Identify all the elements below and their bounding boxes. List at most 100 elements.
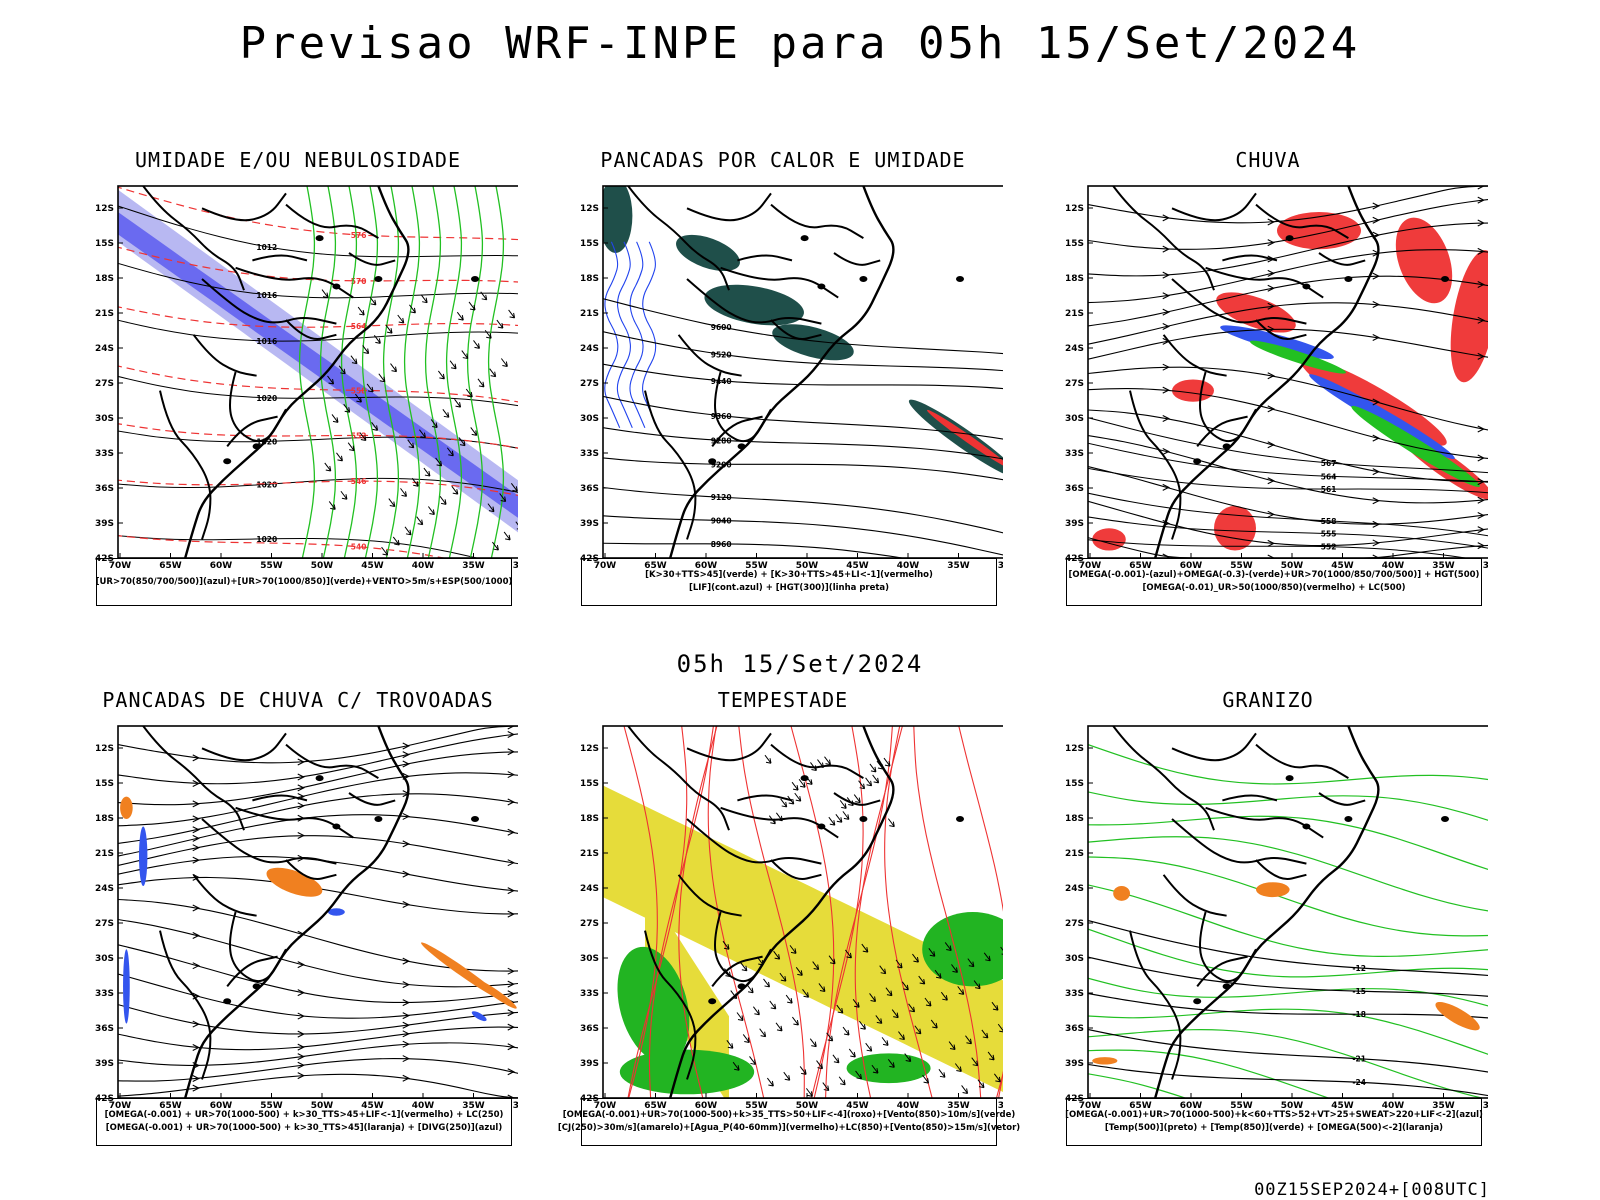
streamline-850: [825, 726, 893, 1098]
legend-line: [K>30+TTS>45](verde) + [K>30+TTS>45+LI<-…: [645, 570, 933, 580]
arrow-head: [297, 1053, 305, 1061]
legend-line: [OMEGA(-0.001) + UR>70(1000-500) + k>30_…: [104, 1110, 504, 1120]
wind-vector: [883, 757, 891, 767]
arrow-head: [1372, 398, 1380, 406]
lon-label: 30W: [998, 1101, 1003, 1111]
lake-icon: [471, 276, 479, 282]
lat-label: 18S: [1065, 814, 1084, 824]
valid-time-label: 05h 15/Set/2024: [676, 650, 924, 678]
wind-vector: [875, 1015, 883, 1024]
wind-vector: [381, 546, 389, 556]
wind-vector: [331, 414, 339, 423]
wind-vector: [484, 329, 492, 339]
border-line: [229, 911, 287, 983]
lat-label: 33S: [1065, 989, 1084, 999]
wind-vector: [895, 959, 903, 969]
lake-icon: [1222, 443, 1231, 450]
lon-label: 70W: [109, 561, 132, 571]
divergence-area: [123, 949, 130, 1024]
border-line: [1171, 818, 1307, 865]
lat-label: 15S: [1065, 779, 1084, 789]
map-frame: [602, 185, 1003, 559]
wind-vector: [783, 1071, 791, 1081]
wind-vector: [973, 980, 981, 990]
wind-vector: [852, 998, 860, 1008]
lat-label: 27S: [1065, 919, 1084, 929]
contour-line: [1088, 492, 1488, 537]
arrow-head: [507, 859, 515, 867]
humidity-contour-green: [319, 186, 337, 558]
lake-icon: [252, 443, 261, 450]
border-line: [686, 192, 772, 222]
wind-vector: [350, 355, 358, 365]
arrow-head: [402, 1074, 410, 1082]
arrow-head: [507, 748, 515, 756]
lat-label: 18S: [580, 274, 599, 284]
panel-trovoadas: PANCADAS DE CHUVA C/ TROVOADAS [OMEGA(-0…: [78, 688, 518, 1158]
border-line: [1196, 955, 1248, 988]
divergence-area: [471, 1011, 487, 1022]
arrow-head: [507, 1009, 515, 1017]
panel-title: GRANIZO: [1222, 688, 1314, 712]
lat-label: 36S: [580, 484, 599, 494]
rain-area: [1092, 528, 1126, 551]
wind-vector: [904, 1053, 912, 1063]
instability-area: [704, 284, 804, 326]
arrow-head: [1267, 284, 1275, 292]
wind-vector: [430, 419, 438, 428]
streamline-850: [738, 726, 805, 1098]
lat-label: 42S: [1065, 1094, 1084, 1104]
wind-vector: [355, 393, 362, 403]
wind-vector: [922, 1074, 930, 1084]
wind-vector: [838, 1076, 846, 1086]
arrow-head: [402, 1021, 410, 1029]
lif-contour: [629, 241, 646, 429]
contour-label: 9360: [711, 412, 732, 421]
lon-label: 65W: [644, 561, 667, 571]
lake-icon: [223, 458, 232, 465]
wind-vector: [809, 1038, 817, 1048]
arrow-head: [1372, 334, 1380, 342]
legend-line: [OMEGA(-0.001)+UR>70(1000-500)+k>35_TTS>…: [562, 1110, 1016, 1120]
border-line: [1162, 334, 1227, 377]
contour-label: 570: [351, 277, 367, 286]
border-line: [1255, 743, 1349, 779]
border-line: [201, 278, 337, 325]
contour-line: [603, 395, 1003, 440]
border-line: [1171, 192, 1257, 222]
wind-vector: [726, 1039, 734, 1049]
contour-line: [118, 375, 518, 407]
arrow-head: [192, 834, 200, 842]
border-line: [159, 390, 212, 540]
lon-label: 50W: [1281, 561, 1304, 571]
contour-label: -15: [1352, 987, 1366, 996]
arrow-head: [297, 961, 305, 969]
arrow-head: [192, 931, 200, 939]
wind-vector: [869, 763, 877, 773]
arrow-head: [1267, 510, 1275, 518]
arrow-head: [1162, 245, 1170, 253]
wind-vector: [390, 363, 398, 373]
map-svg: -12 -15 -18 -21 -24 12S 15S 18S 21S 24S 27S 30S 33S 3…: [1065, 725, 1488, 1111]
border-line: [627, 186, 730, 291]
arrow-head: [192, 779, 200, 787]
lon-label: 30W: [513, 1101, 518, 1111]
instability-area: [772, 324, 854, 361]
lon-label: 50W: [311, 561, 334, 571]
arrow-head: [1267, 218, 1275, 226]
wind-vector: [439, 496, 447, 505]
wind-vector: [465, 388, 473, 398]
wind-vector: [794, 792, 802, 802]
omega500-area: [1256, 882, 1290, 898]
arrow-head: [1372, 497, 1380, 505]
lat-label: 12S: [1065, 744, 1084, 754]
panel-pancadas-calor: PANCADAS POR CALOR E UMIDADE [K>30+TTS>4…: [563, 148, 1003, 618]
arrow-head: [1477, 186, 1485, 190]
wind-vector: [442, 409, 450, 418]
wind-vector: [859, 1020, 866, 1030]
contour-line: [1088, 992, 1488, 1019]
lon-label: 45W: [361, 1101, 384, 1111]
lake-icon: [1441, 816, 1449, 822]
lake-icon: [859, 276, 868, 282]
arrow-head: [1372, 520, 1380, 528]
